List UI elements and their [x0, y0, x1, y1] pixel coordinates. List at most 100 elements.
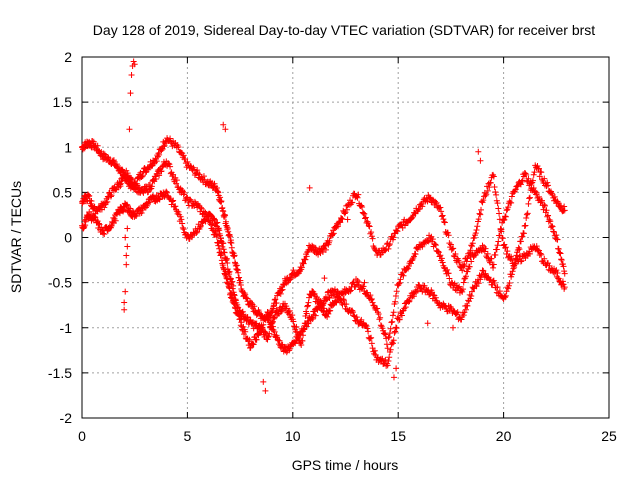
data-point: [387, 346, 394, 353]
data-point: [361, 210, 368, 217]
y-tick-label: 0.5: [53, 184, 73, 200]
data-point: [303, 310, 310, 317]
data-point: [236, 274, 243, 281]
data-point: [181, 189, 188, 196]
data-point: [360, 283, 367, 290]
data-point: [396, 316, 403, 323]
data-point: [506, 279, 513, 286]
y-tick-label: -0.5: [48, 275, 72, 291]
data-point: [247, 344, 254, 351]
data-point: [460, 279, 467, 286]
data-point: [121, 299, 128, 306]
data-point: [305, 299, 312, 306]
data-point: [187, 196, 194, 203]
data-point: [503, 207, 510, 214]
data-point: [289, 312, 296, 319]
data-point: [242, 294, 249, 301]
data-point: [468, 293, 475, 300]
data-point: [517, 238, 524, 245]
data-point: [391, 329, 398, 336]
data-point: [298, 264, 305, 271]
data-point: [393, 365, 400, 372]
data-point: [451, 253, 458, 260]
data-point: [520, 230, 527, 237]
data-point: [484, 250, 491, 257]
data-point: [131, 61, 138, 68]
data-point: [290, 267, 297, 274]
data-point: [362, 214, 369, 221]
data-point: [554, 236, 561, 243]
data-point: [426, 195, 433, 202]
data-point: [242, 328, 249, 335]
data-point: [456, 259, 463, 266]
data-point: [461, 275, 468, 282]
data-point: [548, 222, 555, 229]
x-axis-label: GPS time / hours: [292, 457, 399, 473]
grid-lines: [82, 57, 609, 418]
data-point: [336, 291, 343, 298]
y-tick-label: -1: [60, 320, 73, 336]
data-point: [279, 286, 286, 293]
data-point: [249, 340, 256, 347]
data-point: [324, 313, 331, 320]
data-point: [125, 180, 132, 187]
data-point: [509, 268, 516, 275]
data-point: [389, 312, 396, 319]
data-point: [89, 138, 96, 145]
data-point: [158, 168, 165, 175]
data-point: [170, 197, 177, 204]
series-track-C: [79, 188, 568, 369]
data-point: [444, 229, 451, 236]
data-point: [368, 229, 375, 236]
data-point: [490, 173, 497, 180]
data-point: [164, 189, 171, 196]
data-point: [235, 304, 242, 311]
data-point: [535, 193, 542, 200]
data-point: [558, 202, 565, 209]
data-point: [488, 255, 495, 262]
data-point: [533, 243, 540, 250]
data-point: [368, 296, 375, 303]
data-point: [550, 228, 557, 235]
data-point: [558, 257, 565, 264]
data-point: [109, 157, 116, 164]
data-point: [518, 178, 525, 185]
data-point: [368, 340, 375, 347]
data-point: [108, 192, 115, 199]
data-point: [508, 253, 515, 260]
data-point: [122, 288, 129, 295]
data-point: [260, 321, 267, 328]
data-point: [212, 228, 219, 235]
data-point: [234, 301, 241, 308]
data-point: [122, 234, 129, 241]
data-point: [169, 198, 176, 205]
data-point: [487, 179, 494, 186]
axis-ticks: 0 5 10 15 20 25 -2 -1.5 -1 -0.5 0 0.5 1 1.5 2: [48, 49, 617, 444]
data-point: [493, 246, 500, 253]
data-point: [358, 316, 365, 323]
data-point: [390, 309, 397, 316]
data-point: [371, 347, 378, 354]
data-point: [276, 337, 283, 344]
data-point: [460, 312, 467, 319]
data-point: [101, 204, 108, 211]
data-point: [139, 172, 146, 179]
data-point: [353, 314, 360, 321]
data-point: [343, 301, 350, 308]
data-point: [262, 387, 269, 394]
data-point: [177, 213, 184, 220]
data-point: [508, 271, 515, 278]
data-point: [218, 198, 225, 205]
data-point: [535, 165, 542, 172]
data-point: [179, 224, 186, 231]
data-point: [374, 305, 381, 312]
data-point: [505, 282, 512, 289]
data-point: [502, 244, 509, 251]
data-point: [369, 235, 376, 242]
data-point: [107, 193, 114, 200]
data-point: [495, 238, 502, 245]
data-point: [178, 216, 185, 223]
data-point: [285, 308, 292, 315]
data-point: [495, 205, 502, 212]
data-point: [543, 207, 550, 214]
